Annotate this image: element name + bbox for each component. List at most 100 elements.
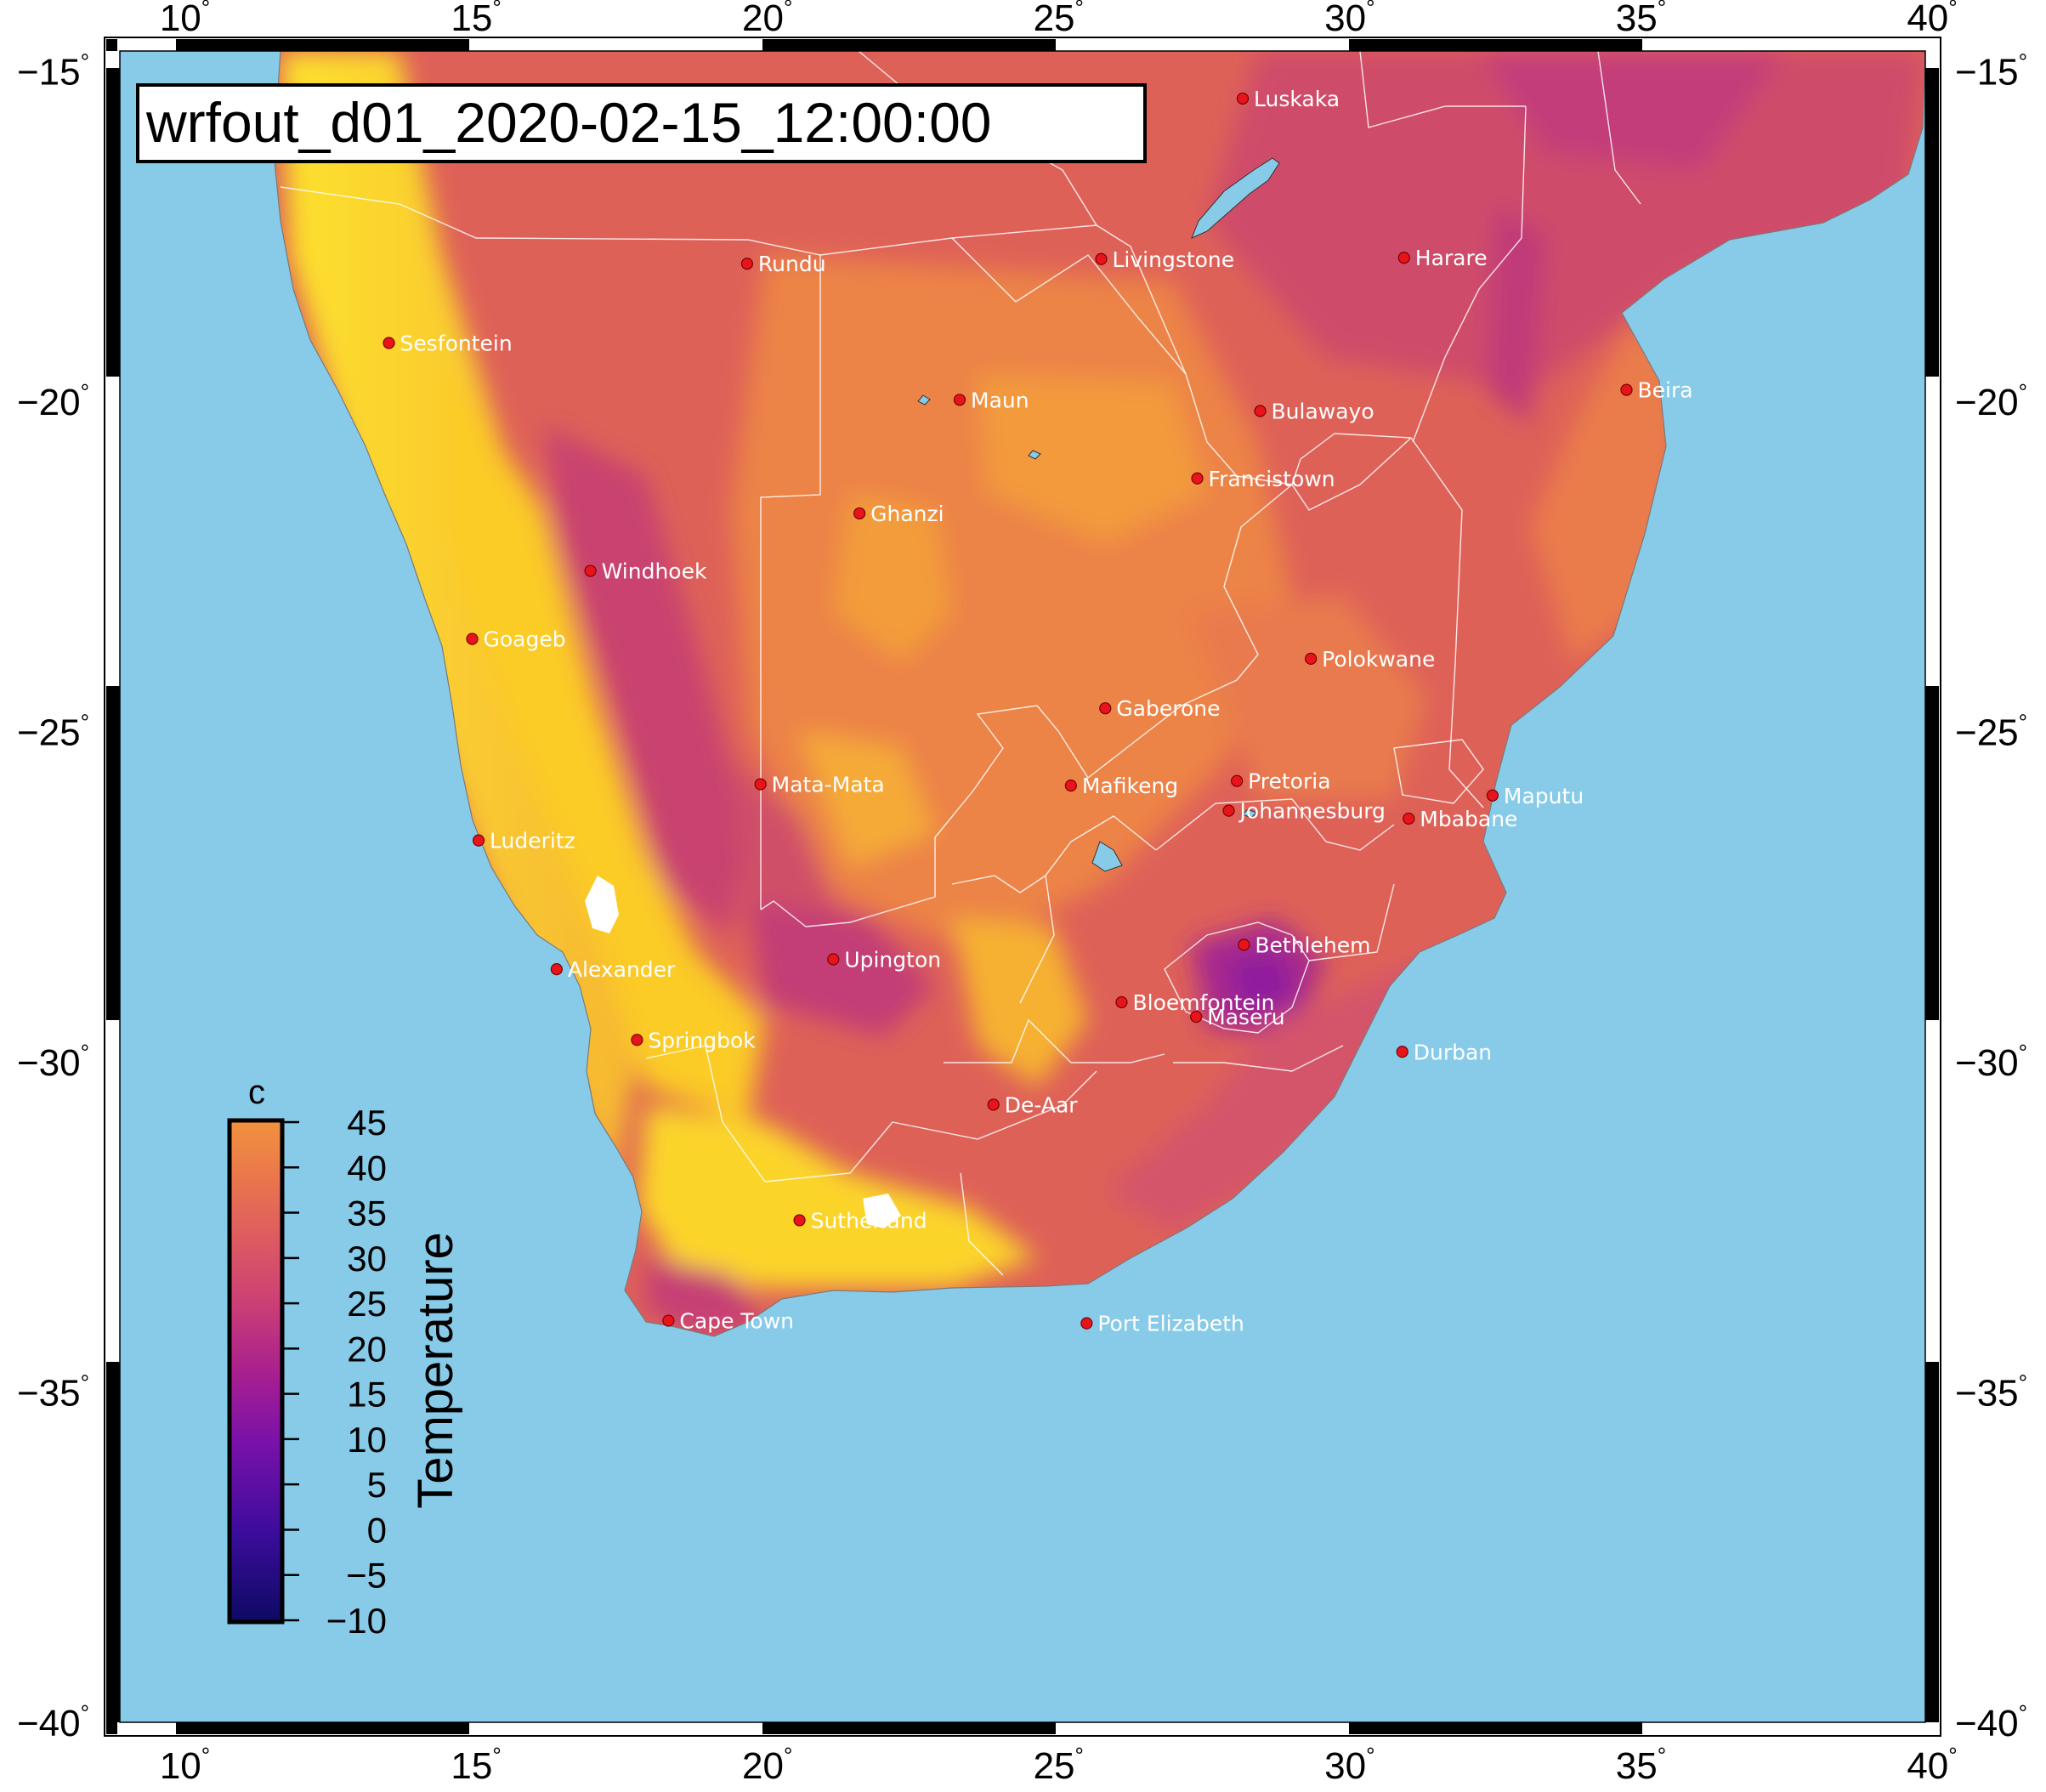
city-label: Maseru <box>1207 1005 1284 1029</box>
colorbar-tick-label: −10 <box>326 1601 387 1641</box>
city-marker <box>793 1214 806 1227</box>
colorbar-tick-label: 30 <box>347 1239 387 1279</box>
latitude-labels-right: −15° −20° −25° −30° −35° −40° <box>1955 48 2027 1744</box>
city-marker <box>1222 804 1235 817</box>
lat-tick--25: −25° <box>1955 709 2027 753</box>
map-title: wrfout_d01_2020-02-15_12:00:00 <box>145 91 991 154</box>
city-label: Upington <box>844 947 941 972</box>
lat-tick--40: −40° <box>1955 1700 2027 1744</box>
city-marker <box>1254 405 1267 417</box>
city-marker <box>383 337 395 349</box>
city-label: Francistown <box>1209 467 1335 491</box>
city-marker <box>1115 995 1128 1009</box>
city-label: Maputu <box>1504 784 1584 808</box>
city-label: Mafikeng <box>1082 774 1178 798</box>
colorbar-tick-label: 40 <box>347 1148 387 1188</box>
city-label: Mbabane <box>1420 807 1517 831</box>
city-marker <box>1236 92 1250 105</box>
lat-tick--30: −30° <box>1955 1040 2027 1084</box>
colorbar-tick-label: 0 <box>367 1510 387 1550</box>
city-marker <box>1099 702 1112 715</box>
city-marker <box>1403 812 1415 825</box>
city-label: Mata-Mata <box>772 773 885 797</box>
city-marker <box>953 394 966 406</box>
city-label: Johannesburg <box>1238 799 1386 824</box>
latitude-labels-left: −15° −20° −25° −30° −35° −40° <box>17 48 89 1744</box>
city-marker <box>662 1314 675 1327</box>
city-marker <box>754 778 767 791</box>
lon-tick-25: 25° <box>1034 0 1084 39</box>
city-label: Harare <box>1415 246 1488 270</box>
city-label: Cape Town <box>679 1309 794 1334</box>
city-marker <box>1095 252 1108 265</box>
colorbar-ticks: 45 40 35 30 25 20 15 10 5 0 −5 −10 <box>282 1103 387 1641</box>
lon-tick-20: 20° <box>742 0 792 39</box>
lon-tick-20: 20° <box>742 1743 792 1787</box>
lat-tick--15: −15° <box>1955 48 2027 93</box>
city-marker <box>853 507 866 520</box>
colorbar-tick-label: 10 <box>347 1420 387 1460</box>
colorbar: c 45 40 35 30 25 20 15 10 5 0 −5 −10 Temperature <box>227 1074 463 1641</box>
lat-tick--15: −15° <box>17 48 89 93</box>
city-label: Livingstone <box>1112 247 1234 272</box>
lat-tick--30: −30° <box>17 1040 89 1084</box>
lon-tick-15: 15° <box>451 0 501 39</box>
country-borders <box>280 50 1641 1276</box>
longitude-labels-bottom: 10° 15° 20° 25° 30° 35° 40° <box>160 1743 1958 1787</box>
city-label: Alexander <box>568 957 676 982</box>
city-marker <box>1620 383 1633 396</box>
city-label: Windhoek <box>602 559 707 584</box>
city-marker <box>631 1034 643 1046</box>
colorbar-tick-label: 20 <box>347 1329 387 1369</box>
colorbar-tick-label: 25 <box>347 1284 387 1324</box>
city-label: Springbok <box>648 1028 756 1052</box>
city-marker <box>1064 780 1077 792</box>
city-marker <box>987 1098 1000 1111</box>
city-label: De-Aar <box>1005 1092 1079 1117</box>
city-label: Luderitz <box>490 829 575 853</box>
city-label: Rundu <box>758 252 826 276</box>
colorbar-tick-label: 45 <box>347 1103 387 1143</box>
city-marker <box>466 632 479 645</box>
city-label: Ghanzi <box>870 502 944 526</box>
city-label: Luskaka <box>1254 87 1340 111</box>
lon-tick-25: 25° <box>1034 1743 1084 1787</box>
city-markers: Luskaka Rundu Livingstone Harare Sesfontein B… <box>383 87 1693 1336</box>
lat-tick--40: −40° <box>17 1700 89 1744</box>
lake-kariba <box>1191 157 1280 239</box>
map-title-box: wrfout_d01_2020-02-15_12:00:00 <box>136 83 1147 163</box>
colorbar-title: Temperature <box>408 1232 463 1509</box>
lon-tick-35: 35° <box>1616 1743 1666 1787</box>
lon-tick-10: 10° <box>160 1743 210 1787</box>
colorbar-tick-label: 35 <box>347 1194 387 1233</box>
city-marker <box>740 258 754 270</box>
city-label: Gaberone <box>1116 696 1220 721</box>
city-marker <box>827 953 840 966</box>
city-label: Bloemfontein <box>1132 990 1274 1015</box>
city-marker <box>1190 1010 1203 1024</box>
city-marker <box>1231 774 1244 787</box>
city-label: Maun <box>971 388 1029 412</box>
lon-tick-35: 35° <box>1616 0 1666 39</box>
lake-gariep <box>1091 841 1123 872</box>
city-label: Beira <box>1638 378 1693 403</box>
lon-tick-30: 30° <box>1324 0 1374 39</box>
lon-tick-40: 40° <box>1907 1743 1957 1787</box>
city-marker <box>1397 252 1410 264</box>
lat-tick--20: −20° <box>1955 379 2027 423</box>
city-label: Pretoria <box>1248 769 1330 794</box>
city-label: Bulawayo <box>1272 400 1374 424</box>
lat-tick--35: −35° <box>1955 1370 2027 1414</box>
city-marker <box>472 834 485 847</box>
city-marker <box>1305 652 1318 666</box>
city-marker <box>1191 472 1204 485</box>
city-label: Port Elizabeth <box>1097 1312 1244 1336</box>
city-label: Durban <box>1414 1040 1492 1064</box>
city-label: Sesfontein <box>400 331 513 355</box>
city-label: Goageb <box>484 627 566 652</box>
city-marker <box>584 564 597 577</box>
city-label: Sutherland <box>811 1208 927 1233</box>
city-marker <box>1396 1046 1408 1058</box>
map-frame <box>104 37 1941 1737</box>
